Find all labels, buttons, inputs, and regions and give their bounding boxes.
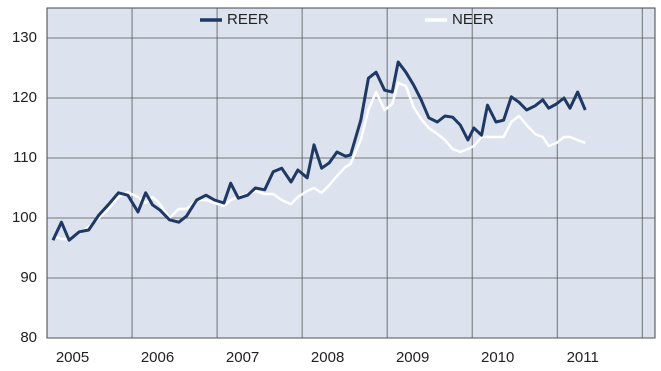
x-tick-label: 2007 (226, 349, 259, 366)
x-tick-label: 2010 (481, 349, 514, 366)
legend-label: REER (227, 11, 269, 28)
plot-area (46, 7, 656, 339)
series-line (51, 60, 587, 242)
x-tick-label: 2008 (311, 349, 344, 366)
y-tick-label: 110 (13, 149, 37, 166)
y-tick-label: 90 (20, 269, 37, 286)
y-tick-label: 100 (12, 209, 37, 226)
y-tick-label: 130 (12, 29, 37, 46)
x-tick-label: 2006 (141, 349, 174, 366)
y-tick-label: 120 (12, 89, 37, 106)
series-line (52, 81, 586, 241)
legend-label: NEER (452, 11, 494, 28)
x-tick-label: 2005 (56, 349, 89, 366)
x-tick-label: 2011 (567, 349, 599, 366)
y-tick-label: 80 (20, 329, 37, 346)
x-tick-label: 2009 (396, 349, 429, 366)
